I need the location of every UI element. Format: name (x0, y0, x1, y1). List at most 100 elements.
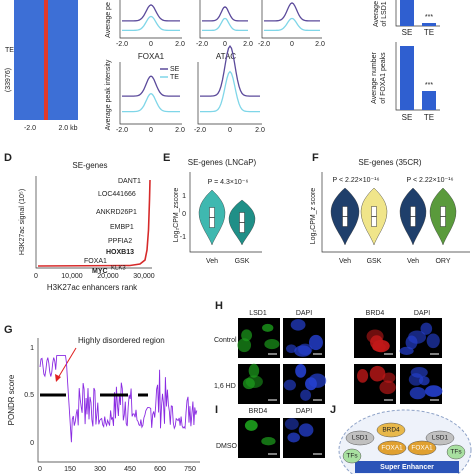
nucleus (285, 344, 297, 353)
axis (189, 172, 262, 253)
bar (400, 46, 414, 110)
bar-category: SE (402, 28, 413, 37)
profile-curve (264, 2, 320, 22)
annotation: Highly disordered region (78, 336, 165, 345)
protein-label: LSD1 (432, 435, 449, 442)
profile-axis (261, 0, 322, 39)
x-tick-label: 0 (34, 273, 38, 280)
panel-letter: I (215, 404, 218, 416)
x-tick-label: 0 (149, 127, 153, 134)
bar-y-label: of FOXA1 peaks (380, 52, 387, 104)
heatmap-peak (44, 0, 48, 120)
profile-axis (197, 62, 262, 125)
rank-curve (37, 179, 151, 267)
profile-y-label: Average peak intensity (105, 59, 112, 130)
x-tick-label: GSK (367, 258, 382, 265)
column-label: DAPI (296, 310, 312, 317)
x-tick-label: 0 (149, 41, 153, 48)
protein-label: TFs (346, 453, 358, 460)
y-tick-label: -1 (180, 234, 186, 241)
p-value: P < 2.22×10⁻¹⁶ (333, 177, 380, 184)
nucleus (248, 363, 260, 378)
x-tick-label: 20,000 (97, 273, 119, 280)
gene-label: KLK3 (111, 266, 126, 272)
column-label: BRD4 (366, 310, 385, 317)
column-label: DAPI (414, 310, 430, 317)
panel-title: SE-genes (72, 161, 107, 170)
heatmap-x-start: -2.0 (24, 125, 36, 132)
disorder-curve (39, 355, 198, 443)
x-tick-label: Veh (339, 258, 351, 265)
y-tick-label: 0 (182, 211, 186, 218)
x-tick-label: 0 (290, 41, 294, 48)
panel-letter: G (4, 324, 13, 336)
x-tick-label: Veh (206, 258, 218, 265)
x-tick-label: 0 (38, 466, 42, 473)
x-tick-label: -2.0 (116, 127, 128, 134)
y-tick-label: 0.5 (24, 392, 34, 399)
panel-letter: E (163, 152, 170, 164)
profile-axis (119, 62, 182, 125)
nucleus (283, 379, 296, 391)
x-tick-label: GSK (235, 258, 250, 265)
nucleus (294, 345, 312, 357)
y-label: Log₂CPM_z score (310, 188, 317, 245)
x-tick-label: 2.0 (315, 41, 325, 48)
x-tick-label: -2.0 (196, 41, 208, 48)
nucleus (308, 334, 323, 351)
bar-y-label: of LSD1 (381, 1, 388, 26)
column-label: BRD4 (249, 408, 268, 415)
x-tick-label: 30,000 (133, 273, 155, 280)
nucleus (418, 376, 430, 386)
bar-category: SE (402, 113, 413, 122)
profile-curve (122, 92, 180, 113)
gene-label: MYC (92, 268, 108, 275)
profile-curve (200, 70, 260, 113)
heatmap-row-label: TE (5, 47, 14, 54)
nucleus (264, 339, 280, 350)
nucleus (300, 389, 312, 401)
nucleus (424, 385, 443, 397)
protein-label: LSD1 (352, 435, 369, 442)
axis (35, 176, 152, 269)
nucleus (284, 418, 299, 430)
x-tick-label: Veh (407, 258, 419, 265)
nucleus (420, 322, 433, 335)
nucleus (308, 373, 327, 388)
nucleus (379, 380, 396, 395)
nucleus (261, 436, 276, 446)
profile-curve (202, 17, 248, 32)
protein-label: TFs (450, 449, 462, 456)
condensate (338, 409, 472, 474)
x-tick-label: 600 (154, 466, 166, 473)
nucleus (298, 423, 314, 437)
protein (342, 448, 362, 464)
bar-category: TE (424, 28, 434, 37)
nucleus (405, 335, 418, 350)
x-tick-label: -2.0 (258, 41, 270, 48)
bar (422, 23, 436, 26)
nucleus (426, 333, 440, 349)
gene-label: DANT1 (118, 178, 141, 185)
micrograph (238, 418, 280, 458)
y-label: PONDR score (7, 374, 16, 425)
x-tick-label: 750 (184, 466, 196, 473)
gene-label: HOXB13 (106, 249, 134, 256)
bar-category: TE (424, 113, 434, 122)
p-value: P < 2.22×10⁻¹⁶ (407, 177, 454, 184)
x-tick-label: 450 (124, 466, 136, 473)
x-tick-label: 0 (223, 41, 227, 48)
protein (407, 440, 437, 456)
bar-y-label: Average (373, 1, 380, 27)
panel-letter: J (330, 404, 336, 416)
p-value: P = 4.3×10⁻⁶ (208, 179, 249, 186)
profile-curve (264, 17, 320, 32)
nucleus (237, 338, 252, 353)
profile-title: FOXA1 (138, 52, 165, 61)
nucleus (295, 363, 307, 378)
row-label: 1,6 HD (214, 383, 236, 390)
gene-label: LOC441666 (98, 191, 136, 198)
nucleus (244, 420, 258, 431)
gene-label: ANKRD26P1 (96, 209, 137, 216)
